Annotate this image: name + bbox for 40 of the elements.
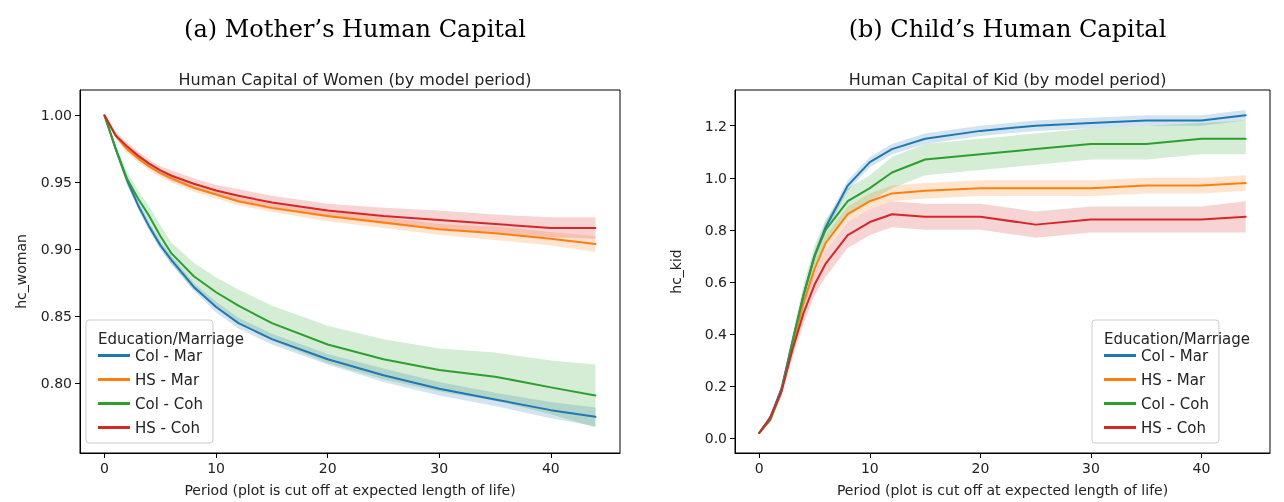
y-tick-label: 1.00 (40, 107, 72, 124)
x-tick-label: 30 (430, 460, 449, 476)
x-tick-label: 0 (754, 460, 764, 476)
x-tick-label: 0 (100, 460, 110, 476)
x-axis-title: Period (plot is cut off at expected length of life) (184, 482, 516, 498)
y-tick-label: 0.95 (40, 174, 72, 191)
legend-title: Education/Marriage (98, 329, 245, 348)
chart-title: (a) Mother’s Human Capital (184, 15, 526, 43)
y-tick-label: 0.8 (704, 221, 727, 238)
x-tick-label: 40 (541, 460, 560, 476)
y-tick-label: 1.2 (704, 117, 727, 134)
legend-label: Col - Coh (135, 394, 203, 413)
legend-title: Education/Marriage (1104, 329, 1251, 348)
y-tick-label: 0.80 (40, 375, 72, 392)
y-tick-label: 0.6 (704, 273, 728, 290)
legend-label: HS - Coh (1141, 418, 1206, 437)
x-axis-title: Period (plot is cut off at expected length of life) (836, 482, 1169, 498)
y-tick-label: 0.2 (704, 378, 727, 395)
y-tick-label: 0.0 (704, 430, 727, 447)
x-tick-label: 10 (207, 460, 226, 476)
chart-title: (b) Child’s Human Capital (848, 15, 1167, 43)
legend-label: Col - Coh (1141, 394, 1209, 413)
legend-label: HS - Mar (135, 370, 200, 389)
x-tick-label: 10 (860, 460, 879, 476)
legend-label: HS - Coh (135, 418, 200, 437)
legend-label: HS - Mar (1141, 370, 1206, 389)
chart-subtitle: Human Capital of Kid (by model period) (848, 69, 1167, 89)
y-axis-title: hc_woman (13, 234, 29, 309)
chart-subtitle: Human Capital of Women (by model period) (178, 69, 532, 89)
y-tick-label: 1.0 (704, 169, 727, 186)
x-tick-label: 20 (318, 460, 337, 476)
y-tick-label: 0.4 (704, 326, 728, 342)
x-tick-label: 30 (1082, 460, 1100, 476)
x-tick-label: 20 (971, 460, 990, 476)
x-tick-label: 40 (1192, 460, 1211, 476)
y-tick-label: 0.90 (40, 241, 72, 258)
y-tick-label: 0.85 (40, 308, 72, 325)
y-axis-title: hc_kid (668, 249, 684, 294)
legend-label: Col - Mar (1141, 346, 1209, 365)
legend-label: Col - Mar (135, 346, 203, 365)
